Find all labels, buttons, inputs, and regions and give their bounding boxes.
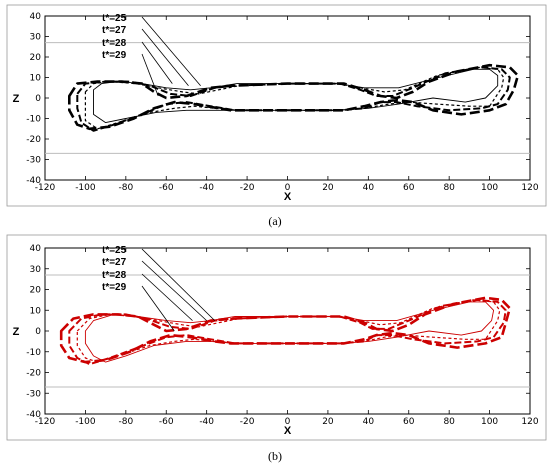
x-tick-label: -120 — [35, 183, 56, 193]
panel-caption: (a) — [268, 214, 281, 228]
x-tick-label: 20 — [322, 183, 334, 193]
x-tick-label: 40 — [363, 183, 375, 193]
chart-panel-2: -120 -100 -80 -60 -40 -20 0 20 40 60 80 100 120-40-3… — [6, 234, 547, 463]
legend-label: t*=29 — [102, 282, 127, 293]
y-tick-label: -20 — [26, 369, 41, 379]
chart-panel-1: -120 -100 -80 -60 -40 -20 0 20 40 60 80 100 120-40-3… — [6, 4, 547, 228]
legend-pointer-line — [141, 28, 189, 86]
y-tick-label: -40 — [26, 176, 41, 186]
y-tick-label: -30 — [26, 389, 41, 399]
legend-pointer-line — [141, 273, 193, 321]
x-tick-label: 80 — [443, 183, 455, 193]
legend-label: t*=27 — [102, 25, 127, 36]
y-tick-label: 30 — [30, 33, 42, 43]
y-tick-label: 10 — [30, 74, 42, 84]
y-tick-label: 20 — [30, 286, 42, 296]
series-outline-t25 — [93, 68, 499, 124]
x-axis-label: X — [284, 425, 292, 437]
x-tick-label: -80 — [118, 417, 133, 427]
x-tick-label: -60 — [159, 183, 174, 193]
legend-label: t*=25 — [102, 245, 127, 256]
x-tick-label: 60 — [403, 417, 415, 427]
x-tick-label: -20 — [240, 417, 255, 427]
x-tick-label: 60 — [403, 183, 415, 193]
x-tick-label: 100 — [481, 183, 498, 193]
x-tick-label: -60 — [159, 417, 174, 427]
y-tick-label: 40 — [30, 244, 42, 254]
y-axis-label: Z — [13, 93, 20, 105]
legend-pointer-line — [141, 248, 216, 321]
y-tick-label: -30 — [26, 156, 41, 166]
legend-pointer-line — [141, 260, 207, 321]
y-tick-label: -40 — [26, 410, 41, 420]
legend-pointer-line — [141, 285, 175, 332]
x-tick-label: 0 — [285, 417, 291, 427]
legend-pointer-line — [141, 41, 173, 84]
plot-area — [44, 247, 531, 415]
y-axis-label: Z — [13, 326, 20, 338]
series-outline-t27 — [84, 66, 505, 130]
y-tick-label: -20 — [26, 135, 41, 145]
legend-pointer-line — [141, 53, 159, 97]
series-outline-t25 — [84, 301, 495, 363]
legend-label: t*=28 — [102, 38, 127, 49]
legend-label: t*=29 — [102, 50, 127, 61]
x-tick-label: 40 — [363, 417, 375, 427]
legend-label: t*=28 — [102, 270, 127, 281]
x-tick-label: 120 — [521, 183, 538, 193]
x-tick-label: 100 — [481, 417, 498, 427]
x-axis-label: X — [284, 191, 292, 203]
panel-frame — [6, 4, 547, 207]
series-outline-t27 — [76, 299, 501, 363]
x-tick-label: -100 — [75, 417, 96, 427]
panel-caption: (b) — [268, 449, 282, 463]
y-tick-label: 10 — [30, 306, 42, 316]
y-tick-label: 20 — [30, 53, 42, 63]
series-outline-t28 — [68, 298, 507, 366]
y-tick-label: 30 — [30, 265, 42, 275]
legend-label: t*=25 — [102, 13, 127, 24]
x-tick-label: 0 — [285, 183, 291, 193]
x-tick-label: -120 — [35, 417, 56, 427]
x-tick-label: -100 — [75, 183, 96, 193]
x-tick-label: 120 — [521, 417, 538, 427]
series-outline-t28 — [76, 66, 511, 132]
y-tick-label: -10 — [26, 348, 41, 358]
x-tick-label: -20 — [240, 183, 255, 193]
y-tick-label: 40 — [30, 12, 42, 22]
x-tick-label: -40 — [199, 417, 214, 427]
panel-frame — [6, 234, 547, 441]
x-tick-label: -40 — [199, 183, 214, 193]
x-tick-label: -80 — [118, 183, 133, 193]
legend-label: t*=27 — [102, 257, 127, 268]
x-tick-label: 20 — [322, 417, 334, 427]
x-tick-label: 80 — [443, 417, 455, 427]
series-outline-t29 — [59, 296, 512, 364]
series-outline-t29 — [68, 63, 520, 131]
y-tick-label: 0 — [35, 327, 41, 337]
y-tick-label: 0 — [35, 94, 41, 104]
y-tick-label: -10 — [26, 115, 41, 125]
legend-pointer-line — [141, 16, 201, 86]
